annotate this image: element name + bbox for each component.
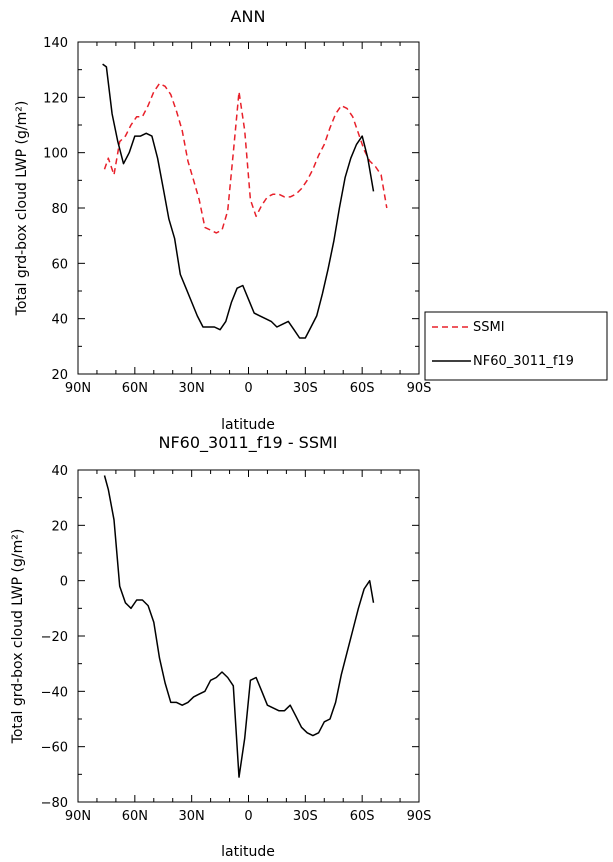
y-tick-label: 120: [43, 91, 68, 106]
y-tick-label: 0: [60, 575, 68, 590]
plot-frame: [77, 469, 420, 803]
x-tick-label: 30S: [293, 809, 318, 824]
x-tick-label: 90N: [65, 381, 91, 396]
series-line-ssmi: [103, 82, 388, 234]
y-tick-labels: −80 −60 −40 −20 0 20 40: [41, 464, 68, 811]
series-group: [103, 475, 375, 778]
y-tick-label: −80: [41, 796, 68, 811]
legend-box: [424, 311, 608, 381]
x-tick-label: 30S: [293, 381, 318, 396]
y-axis-label: Total grd-box cloud LWP (g/m²): [14, 101, 30, 317]
legend-label-model: NF60_3011_f19: [473, 354, 574, 369]
x-tick-label: 60S: [350, 809, 375, 824]
x-tick-label: 30N: [179, 809, 205, 824]
x-tick-label: 90S: [407, 381, 432, 396]
y-tick-label: 140: [43, 36, 68, 51]
y-tick-label: 20: [51, 368, 68, 383]
series-group: [102, 63, 388, 339]
y-tick-label: −60: [41, 741, 68, 756]
x-tick-label: 90S: [407, 809, 432, 824]
axis-ticks: [77, 41, 420, 375]
x-tick-label: 0: [244, 381, 252, 396]
legend-label-ssmi: SSMI: [473, 320, 505, 335]
x-tick-label: 90N: [65, 809, 91, 824]
y-tick-label: 100: [43, 147, 68, 162]
y-tick-labels: 20 40 60 80 100 120 140: [43, 36, 68, 383]
chart-title: NF60_3011_f19 - SSMI: [158, 433, 337, 453]
x-tick-label: 60N: [122, 381, 148, 396]
x-axis-label: latitude: [221, 844, 275, 860]
x-tick-label: 60N: [122, 809, 148, 824]
y-tick-label: 80: [51, 202, 68, 217]
series-line-difference: [103, 475, 375, 778]
y-tick-label: 60: [51, 257, 68, 272]
x-tick-label: 0: [244, 809, 252, 824]
x-tick-label: 30N: [179, 381, 205, 396]
plot-frame: [77, 41, 420, 375]
y-tick-label: −40: [41, 685, 68, 700]
chart-title: ANN: [231, 7, 266, 26]
y-tick-label: 20: [51, 519, 68, 534]
x-axis-label: latitude: [221, 417, 275, 433]
x-tick-labels: 90N 60N 30N 0 30S 60S 90S: [65, 381, 432, 396]
x-tick-label: 60S: [350, 381, 375, 396]
x-tick-labels: 90N 60N 30N 0 30S 60S 90S: [65, 809, 432, 824]
y-tick-label: −20: [41, 630, 68, 645]
axis-ticks: [77, 469, 420, 803]
y-axis-label: Total grd-box cloud LWP (g/m²): [10, 529, 26, 745]
y-tick-label: 40: [51, 464, 68, 479]
chart-bottom: NF60_3011_f19 - SSMI 90N 60N 30N 0 30S 60S 90S…: [10, 433, 431, 860]
legend: SSMI NF60_3011_f19: [424, 311, 608, 381]
chart-top: ANN 90N 60N 30N 0 30S 60S 90S 20 40 60 80 100 120 14…: [14, 7, 608, 433]
y-tick-label: 40: [51, 313, 68, 328]
series-line-nf60-3011-f19: [102, 63, 375, 339]
